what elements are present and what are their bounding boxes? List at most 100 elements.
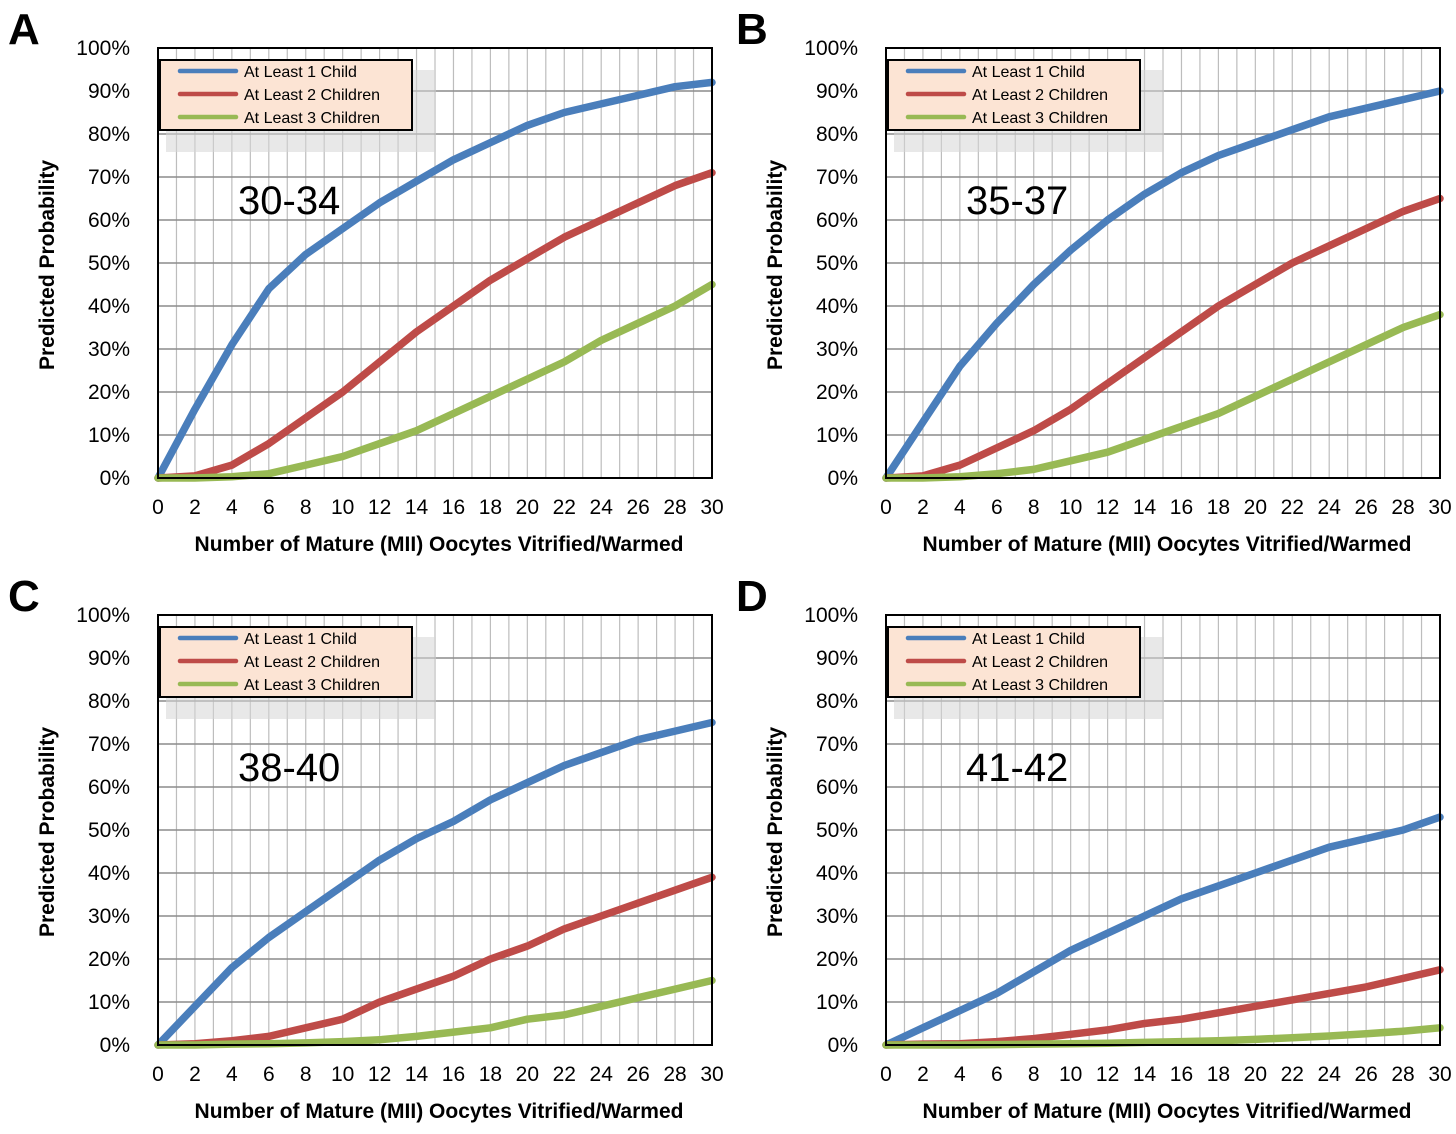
- x-tick-label: 24: [590, 1063, 614, 1086]
- x-tick-label: 28: [663, 1063, 686, 1086]
- y-tick-label: 50%: [88, 819, 130, 842]
- y-tick-label: 20%: [816, 948, 858, 971]
- x-tick-label: 18: [479, 1063, 502, 1086]
- y-tick-label: 50%: [88, 252, 130, 275]
- x-tick-label: 12: [1096, 496, 1119, 519]
- legend: At Least 1 Child At Least 2 Children At Le…: [159, 626, 436, 719]
- x-tick-label: 20: [1244, 496, 1267, 519]
- x-tick-label: 0: [152, 1063, 164, 1086]
- x-tick-label: 24: [590, 496, 614, 519]
- y-tick-label: 80%: [88, 123, 130, 146]
- y-tick-label: 10%: [816, 424, 858, 447]
- legend-label: At Least 2 Children: [244, 654, 380, 671]
- y-tick-label: 0%: [100, 467, 130, 490]
- panel-letter: A: [8, 5, 40, 54]
- series-line-2: [882, 194, 1444, 482]
- y-axis-title: Predicted Probability: [764, 727, 787, 937]
- plot-border: [885, 614, 1441, 1046]
- x-tick-label: 20: [516, 1063, 539, 1086]
- x-tick-label: 20: [516, 496, 539, 519]
- x-tick-label: 4: [954, 1063, 966, 1086]
- x-tick-label: 22: [553, 496, 576, 519]
- y-tick-label: 70%: [88, 166, 130, 189]
- chart-panel-a: A 0% 10% 20% 30% 40% 50% 60% 70% 80% 90% 100% 0 2 4 6 8 1…: [0, 0, 728, 567]
- x-tick-label: 18: [479, 496, 502, 519]
- x-tick-label: 16: [442, 496, 465, 519]
- x-tick-label: 4: [226, 1063, 238, 1086]
- y-tick-label: 80%: [816, 123, 858, 146]
- x-tick-label: 6: [263, 496, 275, 519]
- legend-label: At Least 2 Children: [972, 654, 1108, 671]
- legend-label: At Least 3 Children: [244, 677, 380, 694]
- x-tick-label: 20: [1244, 1063, 1267, 1086]
- x-axis-title: Number of Mature (MII) Oocytes Vitrified…: [923, 533, 1412, 556]
- y-tick-label: 60%: [816, 209, 858, 232]
- x-tick-label: 14: [1133, 1063, 1157, 1086]
- legend-label: At Least 1 Child: [972, 631, 1085, 648]
- plot-border: [157, 47, 713, 479]
- x-tick-label: 2: [917, 1063, 929, 1086]
- x-tick-label: 26: [1354, 496, 1377, 519]
- age-group-label: 41-42: [966, 746, 1068, 790]
- y-tick-label: 80%: [816, 690, 858, 713]
- legend-label: At Least 1 Child: [244, 631, 357, 648]
- x-tick-label: 16: [1170, 496, 1193, 519]
- x-tick-label: 2: [917, 496, 929, 519]
- y-tick-label: 40%: [816, 862, 858, 885]
- series-line-1: [154, 78, 716, 482]
- panel-letter: C: [8, 572, 40, 621]
- x-tick-label: 18: [1207, 1063, 1230, 1086]
- x-tick-label: 12: [1096, 1063, 1119, 1086]
- y-tick-label: 40%: [88, 862, 130, 885]
- age-group-label: 38-40: [238, 746, 340, 790]
- x-tick-label: 24: [1318, 496, 1342, 519]
- series-line-3: [154, 976, 716, 1049]
- y-tick-label: 30%: [88, 338, 130, 361]
- y-tick-label: 20%: [88, 948, 130, 971]
- series-line-1: [882, 813, 1444, 1049]
- y-tick-label: 90%: [816, 80, 858, 103]
- x-tick-label: 18: [1207, 496, 1230, 519]
- x-tick-label: 0: [880, 1063, 892, 1086]
- age-group-label: 30-34: [238, 179, 340, 223]
- series-line-3: [882, 310, 1444, 482]
- x-tick-label: 6: [263, 1063, 275, 1086]
- series-line-3: [154, 280, 716, 482]
- chart-b-svg: B0%10%20%30%40%50%60%70%80%90%100%0 2 4 6 8 1…: [736, 5, 1452, 556]
- y-tick-label: 20%: [816, 381, 858, 404]
- x-tick-label: 26: [626, 1063, 649, 1086]
- x-tick-label: 14: [405, 496, 429, 519]
- x-tick-label: 22: [1281, 1063, 1304, 1086]
- x-tick-label: 30: [1428, 1063, 1451, 1086]
- y-tick-label: 100%: [76, 37, 130, 60]
- y-tick-label: 30%: [816, 905, 858, 928]
- plot-border: [157, 614, 713, 1046]
- y-tick-label: 70%: [88, 733, 130, 756]
- x-tick-label: 30: [700, 1063, 723, 1086]
- x-axis-title: Number of Mature (MII) Oocytes Vitrified…: [195, 533, 684, 556]
- panel-letter: B: [736, 5, 768, 54]
- y-axis-title: Predicted Probability: [764, 160, 787, 370]
- x-axis-title: Number of Mature (MII) Oocytes Vitrified…: [195, 1100, 684, 1123]
- x-tick-label: 10: [331, 496, 354, 519]
- y-tick-label: 70%: [816, 733, 858, 756]
- legend-label: At Least 2 Children: [244, 87, 380, 104]
- legend: At Least 1 Child At Least 2 Children At Le…: [887, 59, 1164, 152]
- x-tick-label: 28: [1391, 496, 1414, 519]
- y-axis-title: Predicted Probability: [36, 160, 59, 370]
- x-tick-label: 30: [700, 496, 723, 519]
- series-line-1: [154, 718, 716, 1049]
- x-tick-label: 30: [1428, 496, 1451, 519]
- chart-c-svg: C0%10%20%30%40%50%60%70%80%90%100%0 2 4 6 8 1…: [8, 572, 724, 1123]
- x-tick-label: 2: [189, 496, 201, 519]
- x-axis-title: Number of Mature (MII) Oocytes Vitrified…: [923, 1100, 1412, 1123]
- x-tick-label: 2: [189, 1063, 201, 1086]
- series-line-2: [154, 873, 716, 1049]
- series-line-1: [882, 87, 1444, 482]
- y-tick-label: 60%: [88, 776, 130, 799]
- y-tick-label: 100%: [804, 604, 858, 627]
- x-tick-label: 22: [1281, 496, 1304, 519]
- legend: At Least 1 Child At Least 2 Children At Le…: [159, 59, 436, 152]
- chart-d-svg: D0%10%20%30%40%50%60%70%80%90%100%0 2 4 6 8 1…: [736, 572, 1452, 1123]
- y-tick-label: 70%: [816, 166, 858, 189]
